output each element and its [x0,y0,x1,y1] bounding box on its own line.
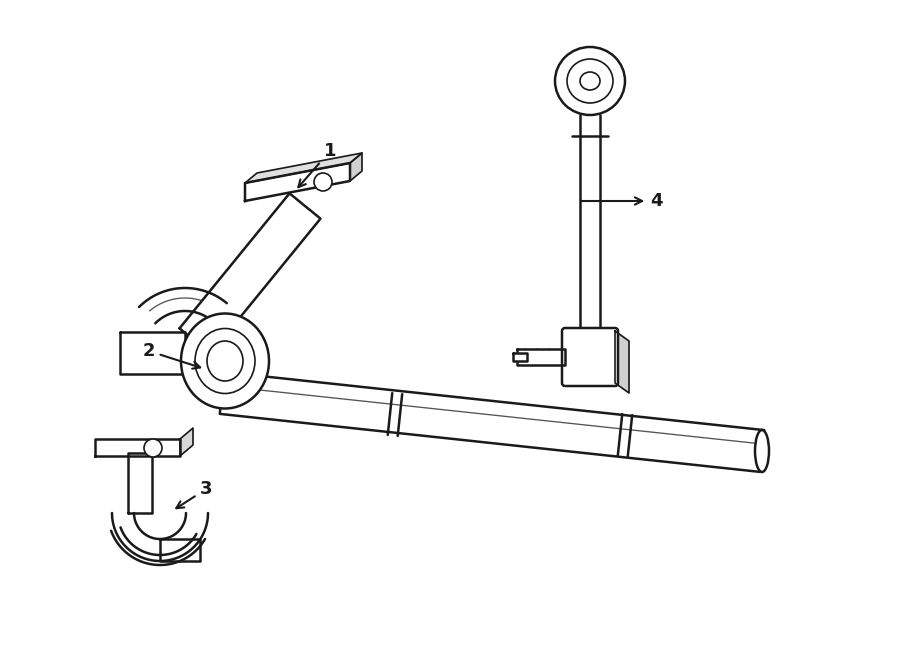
Ellipse shape [755,430,769,472]
Polygon shape [179,194,320,354]
Text: 1: 1 [299,142,337,187]
Ellipse shape [195,329,255,393]
Polygon shape [245,163,350,201]
Polygon shape [111,527,205,565]
Polygon shape [180,428,193,456]
Circle shape [144,439,162,457]
Text: 4: 4 [580,192,662,210]
Ellipse shape [567,59,613,103]
Ellipse shape [181,313,269,408]
Polygon shape [112,513,208,561]
Polygon shape [245,153,362,183]
Polygon shape [513,353,527,361]
Ellipse shape [555,47,625,115]
Polygon shape [128,453,152,513]
Polygon shape [615,331,629,393]
Text: 3: 3 [176,480,212,508]
Polygon shape [139,288,227,323]
Polygon shape [95,439,180,456]
Ellipse shape [580,72,600,90]
Polygon shape [517,349,565,365]
Polygon shape [120,332,185,374]
Text: 2: 2 [142,342,200,369]
Polygon shape [350,153,362,181]
FancyBboxPatch shape [562,328,618,386]
Polygon shape [220,372,764,472]
Circle shape [314,173,332,191]
Ellipse shape [207,341,243,381]
Polygon shape [160,539,200,561]
